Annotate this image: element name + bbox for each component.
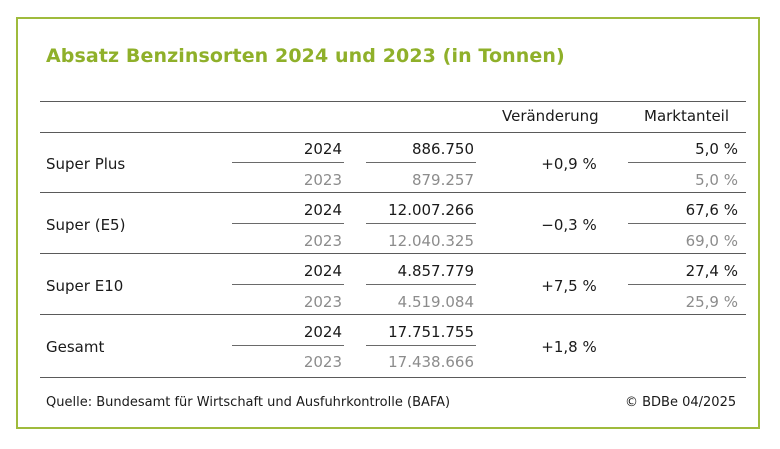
header-bottom-rule bbox=[40, 132, 746, 133]
row-value-current: 17.751.755 bbox=[388, 323, 474, 341]
header-share: Marktanteil bbox=[644, 107, 730, 125]
row-share-current: 27,4 % bbox=[685, 262, 738, 280]
row-year-previous: 2023 bbox=[303, 171, 342, 189]
row-share-divider bbox=[628, 284, 746, 285]
row-name: Super (E5) bbox=[46, 216, 126, 234]
row-separator bbox=[40, 314, 746, 315]
header-change: Veränderung bbox=[502, 107, 599, 125]
row-name: Gesamt bbox=[46, 338, 105, 356]
row-share-current: 5,0 % bbox=[695, 140, 738, 158]
row-name: Super Plus bbox=[46, 155, 126, 173]
row-change: +0,9 % bbox=[541, 155, 597, 173]
row-value-divider bbox=[366, 223, 476, 224]
row-year-divider bbox=[232, 284, 344, 285]
row-value-previous: 879.257 bbox=[411, 171, 474, 189]
row-share-previous: 5,0 % bbox=[695, 171, 738, 189]
table-card: Absatz Benzinsorten 2024 und 2023 (in To… bbox=[16, 17, 760, 429]
row-value-current: 886.750 bbox=[411, 140, 474, 158]
row-value-divider bbox=[366, 284, 476, 285]
table-title: Absatz Benzinsorten 2024 und 2023 (in To… bbox=[46, 45, 565, 67]
row-share-previous: 69,0 % bbox=[685, 232, 738, 250]
row-year-divider bbox=[232, 345, 344, 346]
row-value-current: 4.857.779 bbox=[397, 262, 474, 280]
row-value-previous: 17.438.666 bbox=[388, 353, 474, 371]
row-value-previous: 12.040.325 bbox=[388, 232, 474, 250]
row-value-current: 12.007.266 bbox=[388, 201, 474, 219]
row-year-current: 2024 bbox=[303, 323, 342, 341]
row-separator bbox=[40, 192, 746, 193]
row-name: Super E10 bbox=[46, 277, 124, 295]
row-value-divider bbox=[366, 345, 476, 346]
source-note: Quelle: Bundesamt für Wirtschaft und Aus… bbox=[46, 395, 451, 410]
table-bottom-rule bbox=[40, 377, 746, 378]
row-year-previous: 2023 bbox=[303, 353, 342, 371]
copyright-note: © BDBe 04/2025 bbox=[625, 395, 737, 410]
row-change: +7,5 % bbox=[541, 277, 597, 295]
row-separator bbox=[40, 253, 746, 254]
row-year-current: 2024 bbox=[303, 201, 342, 219]
row-change: +1,8 % bbox=[541, 338, 597, 356]
row-year-current: 2024 bbox=[303, 262, 342, 280]
row-value-divider bbox=[366, 162, 476, 163]
row-share-previous: 25,9 % bbox=[685, 293, 738, 311]
row-change: −0,3 % bbox=[541, 216, 597, 234]
row-year-previous: 2023 bbox=[303, 232, 342, 250]
row-year-previous: 2023 bbox=[303, 293, 342, 311]
row-share-current: 67,6 % bbox=[685, 201, 738, 219]
row-value-previous: 4.519.084 bbox=[397, 293, 474, 311]
row-share-divider bbox=[628, 223, 746, 224]
row-year-current: 2024 bbox=[303, 140, 342, 158]
row-year-divider bbox=[232, 223, 344, 224]
row-year-divider bbox=[232, 162, 344, 163]
header-top-rule bbox=[40, 101, 746, 102]
row-share-divider bbox=[628, 162, 746, 163]
